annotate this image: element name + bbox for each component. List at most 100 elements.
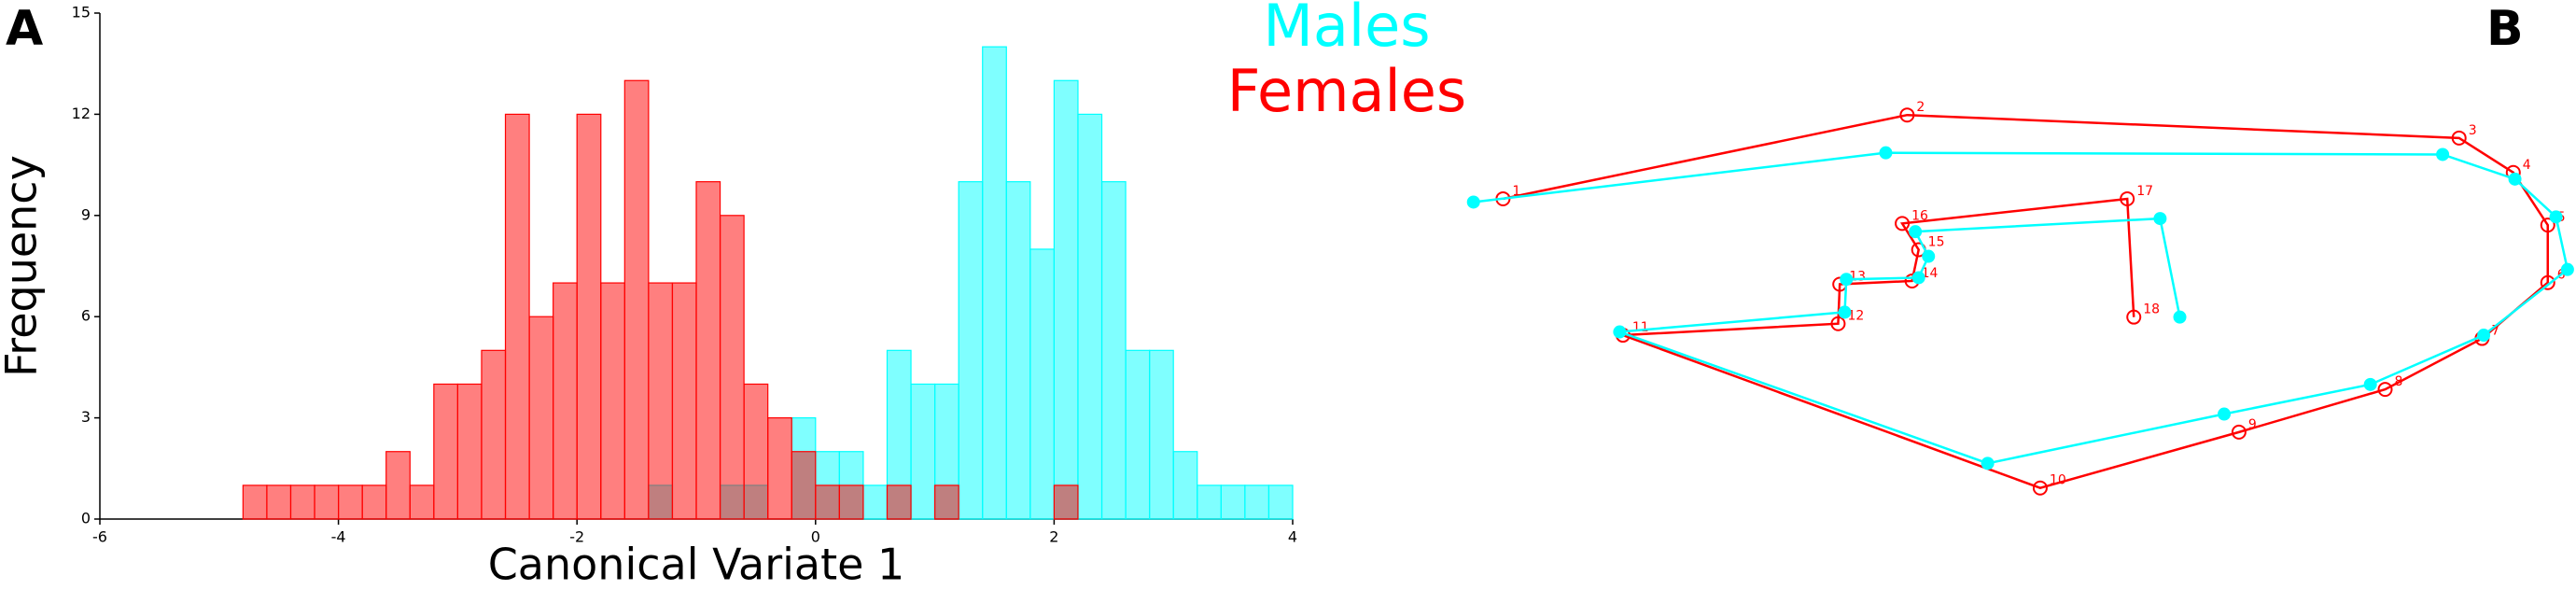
histogram-bar bbox=[1244, 485, 1270, 520]
histogram-bar bbox=[1100, 181, 1127, 520]
landmark-label: 9 bbox=[2248, 417, 2257, 432]
histogram-bar bbox=[1125, 349, 1151, 520]
landmark bbox=[2477, 329, 2491, 343]
histogram-bar bbox=[314, 485, 340, 520]
landmark bbox=[1840, 273, 1854, 287]
histogram-bar bbox=[886, 485, 912, 520]
histogram-bar bbox=[1197, 485, 1222, 520]
histogram-bar bbox=[338, 485, 363, 520]
histogram-bar bbox=[910, 383, 936, 520]
x-tick-label: -4 bbox=[331, 528, 346, 546]
histogram-bar bbox=[576, 113, 602, 520]
landmark bbox=[2218, 407, 2232, 421]
landmark bbox=[1613, 325, 1627, 339]
landmark bbox=[1899, 107, 1915, 123]
histogram-bar bbox=[553, 282, 578, 520]
landmark bbox=[2540, 218, 2555, 233]
landmark-label: 7 bbox=[2491, 324, 2499, 339]
x-axis-label: Canonical Variate 1 bbox=[488, 540, 905, 590]
histogram-bar bbox=[1267, 485, 1294, 520]
landmark-label: 16 bbox=[1911, 208, 1928, 223]
landmark-label: 1 bbox=[1512, 184, 1520, 199]
landmark bbox=[1909, 225, 1923, 239]
landmark bbox=[2126, 309, 2142, 325]
landmark-label: 2 bbox=[1916, 100, 1925, 115]
landmark bbox=[2436, 148, 2450, 162]
histogram-bar bbox=[266, 485, 292, 520]
histogram-bar bbox=[838, 485, 864, 520]
landmark-label: 18 bbox=[2143, 302, 2160, 317]
histogram-bar bbox=[648, 282, 674, 520]
landmark bbox=[1922, 249, 1936, 263]
histogram-bar bbox=[815, 485, 840, 520]
histogram-bar bbox=[695, 181, 721, 520]
landmark-label: 14 bbox=[1922, 266, 1939, 281]
landmark-label: 17 bbox=[2136, 184, 2153, 199]
histogram-bar bbox=[456, 383, 483, 520]
landmark-label: 8 bbox=[2395, 374, 2403, 389]
y-tick-label: 6 bbox=[81, 307, 91, 325]
landmark bbox=[1981, 457, 1995, 471]
histogram-bar bbox=[671, 282, 697, 520]
y-tick-label: 12 bbox=[72, 105, 91, 122]
histogram-bar bbox=[385, 451, 411, 520]
histogram-bar bbox=[719, 215, 745, 520]
landmark bbox=[2377, 382, 2393, 398]
landmark bbox=[1838, 305, 1852, 319]
histogram-bar bbox=[528, 316, 554, 520]
y-tick-label: 15 bbox=[72, 4, 91, 21]
histogram-bar bbox=[1029, 248, 1055, 520]
histogram-bar bbox=[433, 383, 458, 520]
y-tick-label: 9 bbox=[81, 205, 91, 223]
x-tick-label: -2 bbox=[569, 528, 584, 546]
histogram-bar bbox=[1220, 485, 1246, 520]
landmark-label: 4 bbox=[2523, 158, 2531, 173]
y-axis-label: Frequency bbox=[0, 155, 47, 377]
histogram-bar bbox=[504, 113, 530, 520]
histogram-bar bbox=[1149, 349, 1174, 520]
x-tick-label: 2 bbox=[1049, 528, 1058, 546]
histogram-bar bbox=[933, 485, 959, 520]
x-tick-label: -6 bbox=[92, 528, 107, 546]
y-tick-label: 3 bbox=[81, 408, 91, 426]
histogram-bar bbox=[361, 485, 387, 520]
histogram-bar bbox=[862, 485, 889, 520]
histogram-bar bbox=[600, 282, 625, 520]
landmark bbox=[1879, 146, 1893, 160]
landmark bbox=[2120, 190, 2135, 206]
landmark-label: 13 bbox=[1849, 269, 1866, 284]
panel-letter: B bbox=[2486, 1, 2524, 57]
landmark bbox=[2153, 212, 2167, 226]
landmark bbox=[2173, 310, 2187, 324]
landmark bbox=[2363, 377, 2377, 391]
landmark-label: 3 bbox=[2469, 123, 2477, 138]
x-tick-label: 4 bbox=[1288, 528, 1297, 546]
histogram-bar bbox=[1053, 485, 1079, 520]
y-tick-label: 0 bbox=[81, 510, 91, 527]
landmark-label: 11 bbox=[1632, 320, 1649, 335]
landmark bbox=[2560, 262, 2574, 276]
landmark-label: 10 bbox=[2050, 473, 2066, 488]
landmark bbox=[2231, 424, 2247, 440]
histogram-bar bbox=[1077, 113, 1103, 520]
landmark-label: 12 bbox=[1847, 309, 1864, 324]
panel-letter: A bbox=[6, 1, 43, 57]
landmark-label: 15 bbox=[1928, 235, 1945, 250]
histogram-bar bbox=[1005, 181, 1031, 520]
x-tick-label: 0 bbox=[811, 528, 820, 546]
landmark bbox=[2451, 130, 2467, 146]
histogram-bar bbox=[481, 349, 507, 520]
landmark bbox=[2032, 480, 2048, 496]
landmark bbox=[1466, 195, 1480, 209]
landmark bbox=[2508, 172, 2522, 186]
landmark bbox=[1830, 316, 1846, 331]
legend-label: Males bbox=[1263, 0, 1430, 60]
histogram-bar bbox=[791, 451, 817, 520]
histogram-bar bbox=[242, 485, 268, 520]
histogram-bar bbox=[958, 181, 984, 520]
histogram-bar bbox=[623, 79, 650, 520]
histogram-bar bbox=[982, 46, 1007, 520]
histogram-bar bbox=[743, 383, 769, 520]
shape-outline bbox=[1503, 113, 2550, 490]
